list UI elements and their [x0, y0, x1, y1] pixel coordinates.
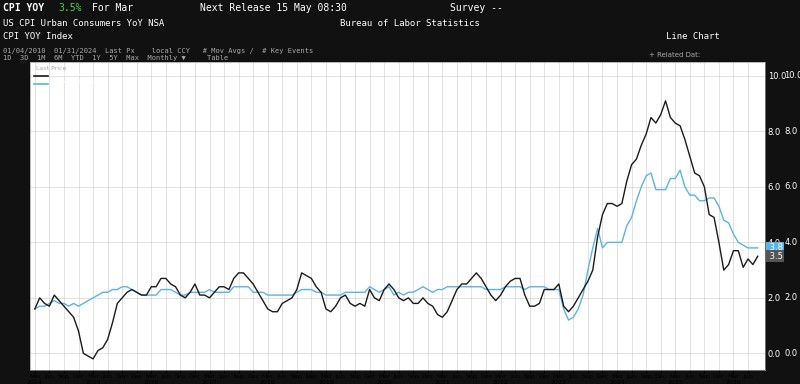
Text: Next Release 15 May 08:30: Next Release 15 May 08:30	[200, 3, 347, 13]
Text: 1D  3D  1M  6M  YTD  1Y  5Y  Max  Monthly ▼     Table: 1D 3D 1M 6M YTD 1Y 5Y Max Monthly ▼ Tabl…	[3, 55, 228, 61]
Text: Bureau of Labor Statistics: Bureau of Labor Statistics	[340, 18, 480, 28]
Text: CPI YOY Index   3.5: CPI YOY Index 3.5	[51, 72, 106, 77]
Text: 3.8: 3.8	[766, 243, 782, 252]
Text: + Related Dat:: + Related Dat:	[649, 52, 700, 58]
Text: 0.0: 0.0	[784, 349, 798, 358]
Text: CPI YOY Index: CPI YOY Index	[3, 32, 73, 41]
Text: 6.0: 6.0	[784, 182, 798, 191]
Text: Survey --: Survey --	[450, 3, 503, 13]
Text: 01/04/2010  01/31/2024  Last Px    local CCY   # Mov Avgs /  # Key Events: 01/04/2010 01/31/2024 Last Px local CCY …	[3, 48, 314, 54]
Text: 3.5: 3.5	[766, 252, 782, 261]
Text: CPI XYOY Index  3.8: CPI XYOY Index 3.8	[51, 81, 109, 86]
Text: 4.0: 4.0	[784, 238, 798, 247]
Text: Line Chart: Line Chart	[666, 32, 720, 41]
Text: For Mar: For Mar	[92, 3, 133, 13]
Text: 10.0: 10.0	[784, 71, 800, 80]
Text: CPI YOY: CPI YOY	[3, 3, 44, 13]
Text: US CPI Urban Consumers YoY NSA: US CPI Urban Consumers YoY NSA	[3, 18, 164, 28]
Text: Last Price: Last Price	[36, 66, 66, 71]
Text: 8.0: 8.0	[784, 127, 798, 136]
Text: 3.5%: 3.5%	[58, 3, 82, 13]
Text: 2.0: 2.0	[784, 293, 798, 302]
